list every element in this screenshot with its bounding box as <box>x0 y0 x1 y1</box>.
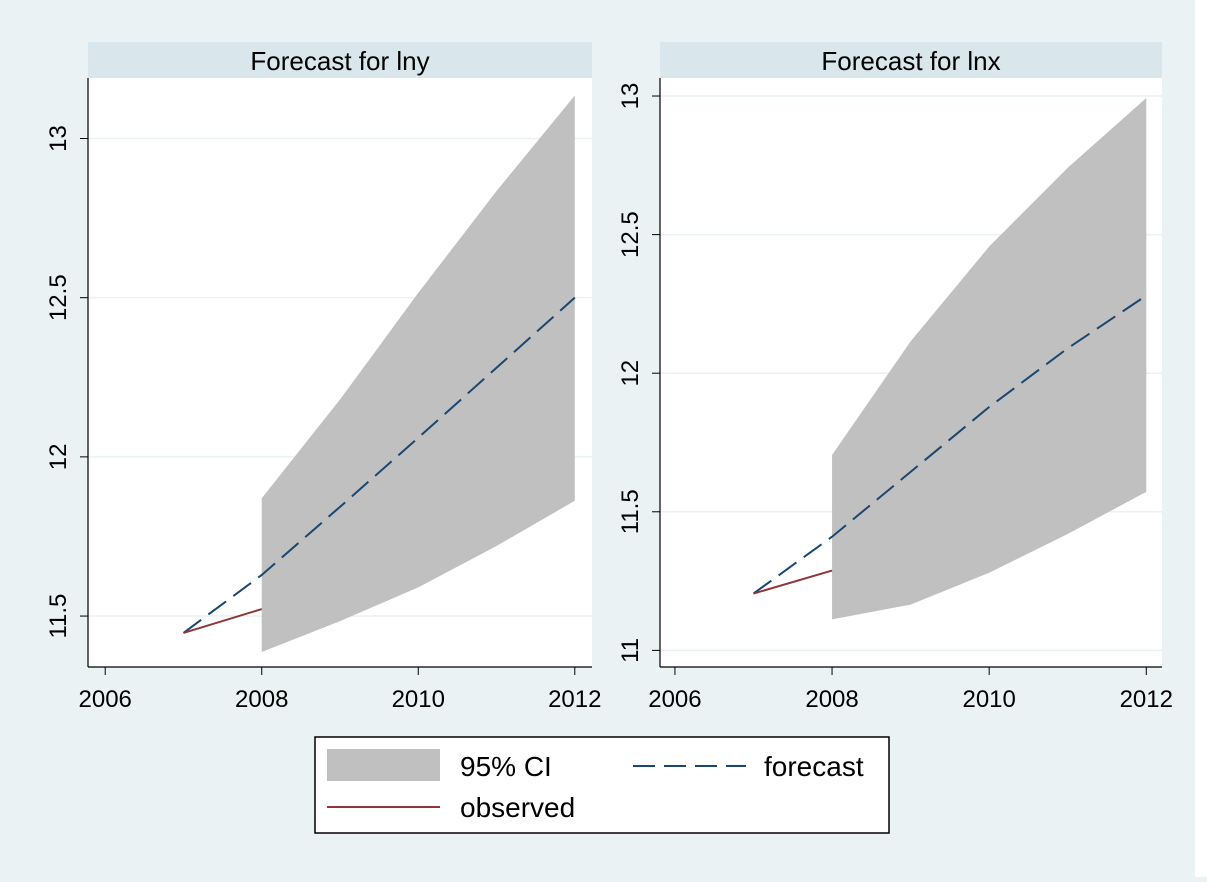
y-tick-label: 11 <box>617 638 644 663</box>
y-tick-label: 13 <box>617 83 644 110</box>
x-tick-label: 2010 <box>962 686 1015 713</box>
series-line <box>182 296 576 634</box>
legend-label: 95% CI <box>460 751 552 782</box>
y-tick-label: 12 <box>45 444 72 471</box>
y-tick-label: 12.5 <box>45 274 72 321</box>
x-tick-label: 2010 <box>392 686 445 713</box>
title-strip <box>660 42 1162 78</box>
x-tick-label: 2008 <box>235 686 288 713</box>
panel-title: Forecast for lny <box>250 46 429 76</box>
y-tick-label: 12.5 <box>617 211 644 258</box>
ci-band <box>832 97 1147 620</box>
ci-band <box>261 95 575 653</box>
y-tick-label: 13 <box>45 125 72 152</box>
right-edge <box>1195 0 1207 877</box>
legend-label: observed <box>460 792 575 823</box>
title-strip <box>88 42 592 78</box>
x-tick-label: 2012 <box>548 686 601 713</box>
y-tick-label: 11.5 <box>45 594 72 639</box>
legend-swatch <box>327 749 440 781</box>
y-tick-label: 11.5 <box>617 489 644 534</box>
x-tick-label: 2006 <box>79 686 132 713</box>
x-tick-label: 2006 <box>648 686 701 713</box>
series-line <box>753 569 833 595</box>
legend-label: forecast <box>764 751 864 782</box>
series-line <box>183 608 263 634</box>
y-tick-label: 12 <box>617 360 644 387</box>
x-tick-label: 2012 <box>1120 686 1173 713</box>
series-line <box>752 294 1147 595</box>
panel-title: Forecast for lnx <box>821 46 1000 76</box>
x-tick-label: 2008 <box>805 686 858 713</box>
